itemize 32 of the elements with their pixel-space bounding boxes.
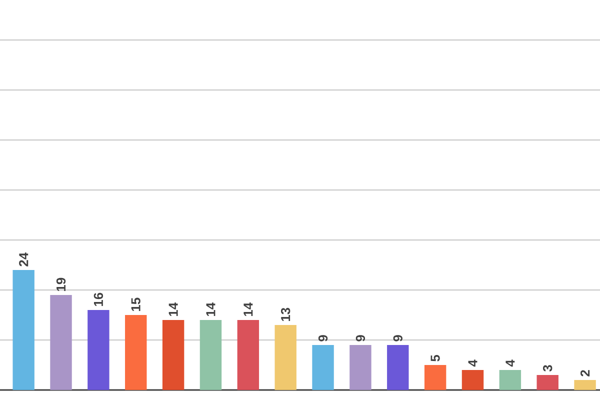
bar bbox=[462, 370, 484, 390]
bar bbox=[387, 345, 409, 390]
bar bbox=[125, 315, 147, 390]
data-label: 3 bbox=[543, 365, 552, 372]
data-label: 16 bbox=[94, 292, 104, 306]
data-label: 24 bbox=[19, 252, 28, 266]
bar bbox=[499, 370, 522, 390]
data-label: 9 bbox=[356, 335, 366, 342]
bar bbox=[536, 375, 558, 390]
bar bbox=[162, 320, 184, 390]
bar bbox=[50, 295, 72, 390]
data-label: 15 bbox=[131, 298, 140, 311]
bar bbox=[88, 310, 110, 390]
data-label: 14 bbox=[244, 302, 253, 316]
bar bbox=[200, 320, 222, 390]
bar bbox=[274, 325, 296, 390]
data-label: 14 bbox=[168, 302, 178, 316]
data-label: 5 bbox=[430, 354, 440, 362]
data-label: 14 bbox=[206, 302, 216, 316]
data-label: 2 bbox=[580, 370, 590, 376]
data-label: 19 bbox=[56, 278, 66, 291]
data-label: 4 bbox=[506, 360, 515, 367]
data-label: 9 bbox=[393, 335, 402, 342]
bar bbox=[424, 365, 446, 390]
bar bbox=[312, 345, 334, 390]
data-label: 4 bbox=[468, 360, 478, 367]
data-label: 13 bbox=[280, 308, 290, 321]
data-label: 9 bbox=[318, 335, 328, 342]
bar bbox=[574, 380, 596, 390]
bar bbox=[12, 270, 34, 390]
bar bbox=[237, 320, 260, 390]
bar bbox=[350, 345, 372, 390]
